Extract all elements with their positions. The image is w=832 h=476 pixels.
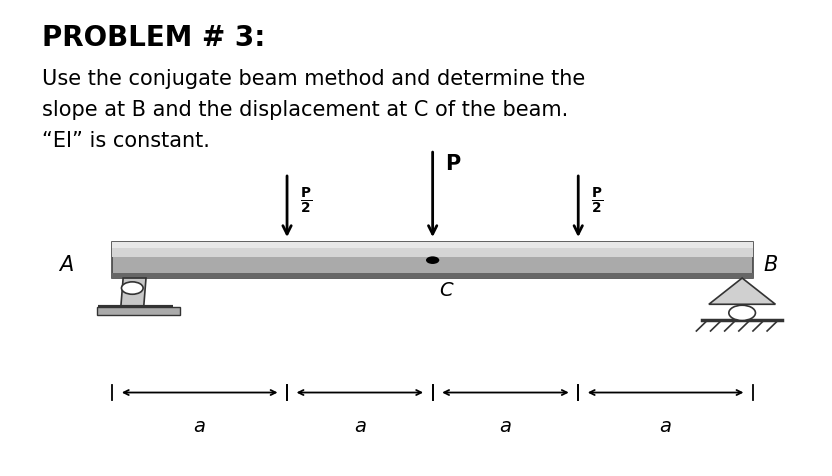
Text: Use the conjugate beam method and determine the: Use the conjugate beam method and determ… xyxy=(42,69,585,89)
FancyBboxPatch shape xyxy=(112,243,753,248)
Text: PROBLEM # 3:: PROBLEM # 3: xyxy=(42,24,265,52)
FancyBboxPatch shape xyxy=(97,307,180,316)
Polygon shape xyxy=(709,278,775,305)
Text: “EI” is constant.: “EI” is constant. xyxy=(42,131,210,151)
Text: a: a xyxy=(194,416,206,436)
Circle shape xyxy=(729,306,755,321)
Text: slope at B and the displacement at C of the beam.: slope at B and the displacement at C of … xyxy=(42,100,568,120)
Circle shape xyxy=(121,282,143,295)
Circle shape xyxy=(426,257,439,265)
Text: $\mathbf{\frac{P}{2}}$: $\mathbf{\frac{P}{2}}$ xyxy=(591,185,602,216)
Polygon shape xyxy=(121,278,146,307)
Text: B: B xyxy=(763,254,777,274)
FancyBboxPatch shape xyxy=(112,243,753,257)
Text: C: C xyxy=(439,281,453,300)
Text: A: A xyxy=(59,254,73,274)
FancyBboxPatch shape xyxy=(112,243,753,278)
Text: $\mathbf{\frac{P}{2}}$: $\mathbf{\frac{P}{2}}$ xyxy=(300,185,311,216)
Text: a: a xyxy=(354,416,366,436)
FancyBboxPatch shape xyxy=(112,273,753,278)
Text: a: a xyxy=(499,416,512,436)
Text: $\mathbf{P}$: $\mathbf{P}$ xyxy=(445,154,462,173)
Text: a: a xyxy=(660,416,671,436)
